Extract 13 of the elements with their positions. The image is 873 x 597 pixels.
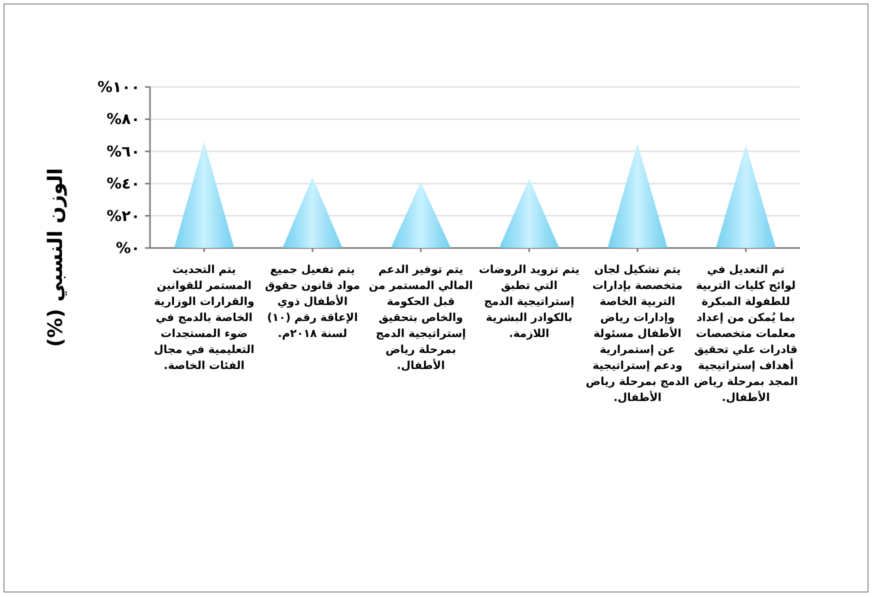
- y-axis-title: الوزن النسبي (%): [43, 168, 67, 348]
- y-tick-label: %٠: [116, 239, 140, 257]
- y-tick-label: %٦٠: [106, 142, 140, 160]
- x-tick-label: يتم التحديث المستمر للقوانين والقرارات الوزارية الخاصة بالدمج في ضوء المستجدات التعليمية في مجال الفئات الخاصة.: [152, 262, 256, 374]
- y-tick-label: %٨٠: [106, 110, 140, 128]
- category-label: تم التعديل في لوائح كليات التربية للطفولة المبكرة بما يُمكن من إعداد معلمات متخصصات قادرات علي تحقيق أهداف إستراتيجية المجد بمرحلة رياض الأطفال.: [694, 263, 798, 404]
- y-tick-label: %٢٠: [106, 206, 140, 225]
- x-tick-label: يتم تفعيل جميع مواد قانون حقوق الأطفال ذوي الإعاقة رقم (١٠) لسنة ٢٠١٨م.: [264, 262, 362, 342]
- y-tick-label: %٤٠: [106, 174, 140, 193]
- x-tick-label: يتم توفير الدعم المالي المستمر من قبل الحكومة والخاص بتحقيق إستراتيجية الدمج بمرحلة رياض الأطفال.: [368, 262, 473, 374]
- y-tick-label: %١٠٠: [98, 78, 140, 96]
- x-tick-label: يتم تزويد الروضات التي تطبق إستراتيجية الدمج بالكوادر البشرية اللازمة.: [478, 262, 580, 342]
- category-label: يتم تشكيل لجان متخصصة بإدارات التربية الخاصة وإدارات رياض الأطفال مسئولة عن إستمرارية ودعم إستراتيجية الدمج بمرحلة رياض الأطفال.: [586, 263, 690, 404]
